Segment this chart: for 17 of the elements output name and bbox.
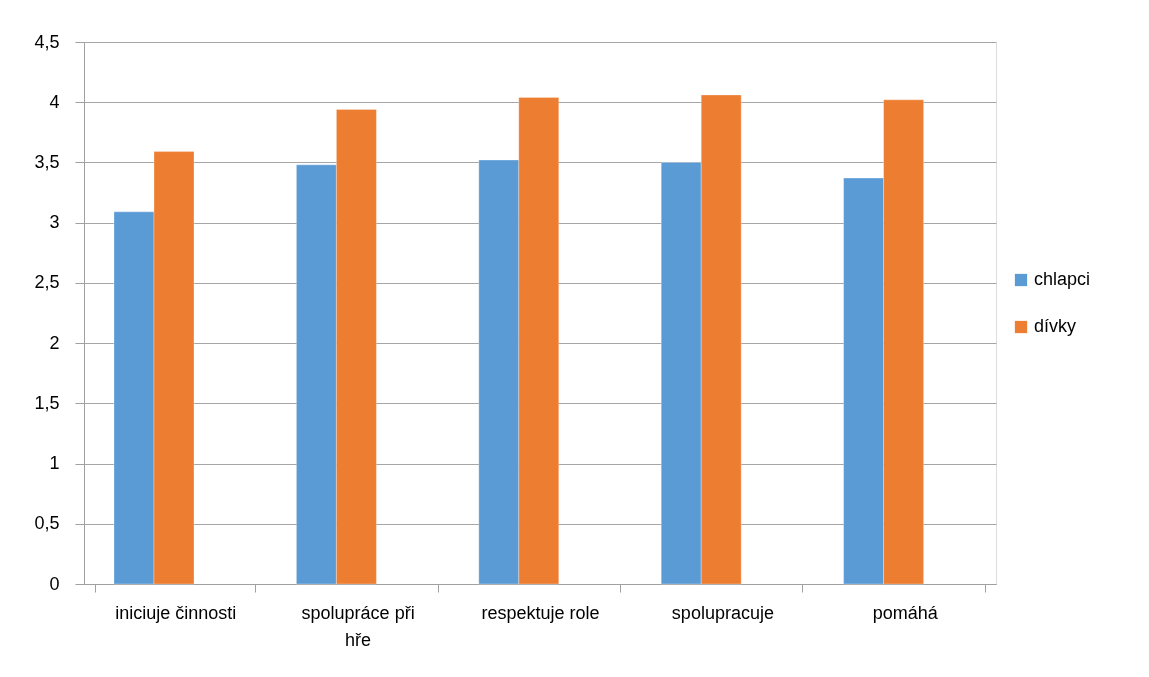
y-tick-label: 2,5 [34, 272, 60, 293]
y-tick-label: 0,5 [34, 513, 60, 534]
legend-label: dívky [1034, 316, 1077, 336]
x-tick-label: iniciuje činnosti [115, 602, 237, 623]
y-tick-label: 1,5 [34, 392, 60, 413]
x-tick-label: spolupracuje [671, 602, 774, 623]
x-tick-label: pomáhá [872, 602, 939, 623]
y-tick-label: 4,5 [34, 31, 60, 52]
y-tick-label: 3,5 [34, 151, 60, 172]
legend-label: chlapci [1034, 269, 1091, 289]
y-tick-label: 0 [49, 573, 60, 594]
y-tick-label: 1 [49, 453, 60, 474]
x-tick-label: respektuje role [481, 602, 600, 623]
y-tick-label: 2 [49, 332, 60, 353]
y-tick-label: 4 [49, 91, 60, 112]
x-tick-label: spolupráce při hře [301, 602, 415, 650]
y-tick-label: 3 [49, 212, 60, 233]
